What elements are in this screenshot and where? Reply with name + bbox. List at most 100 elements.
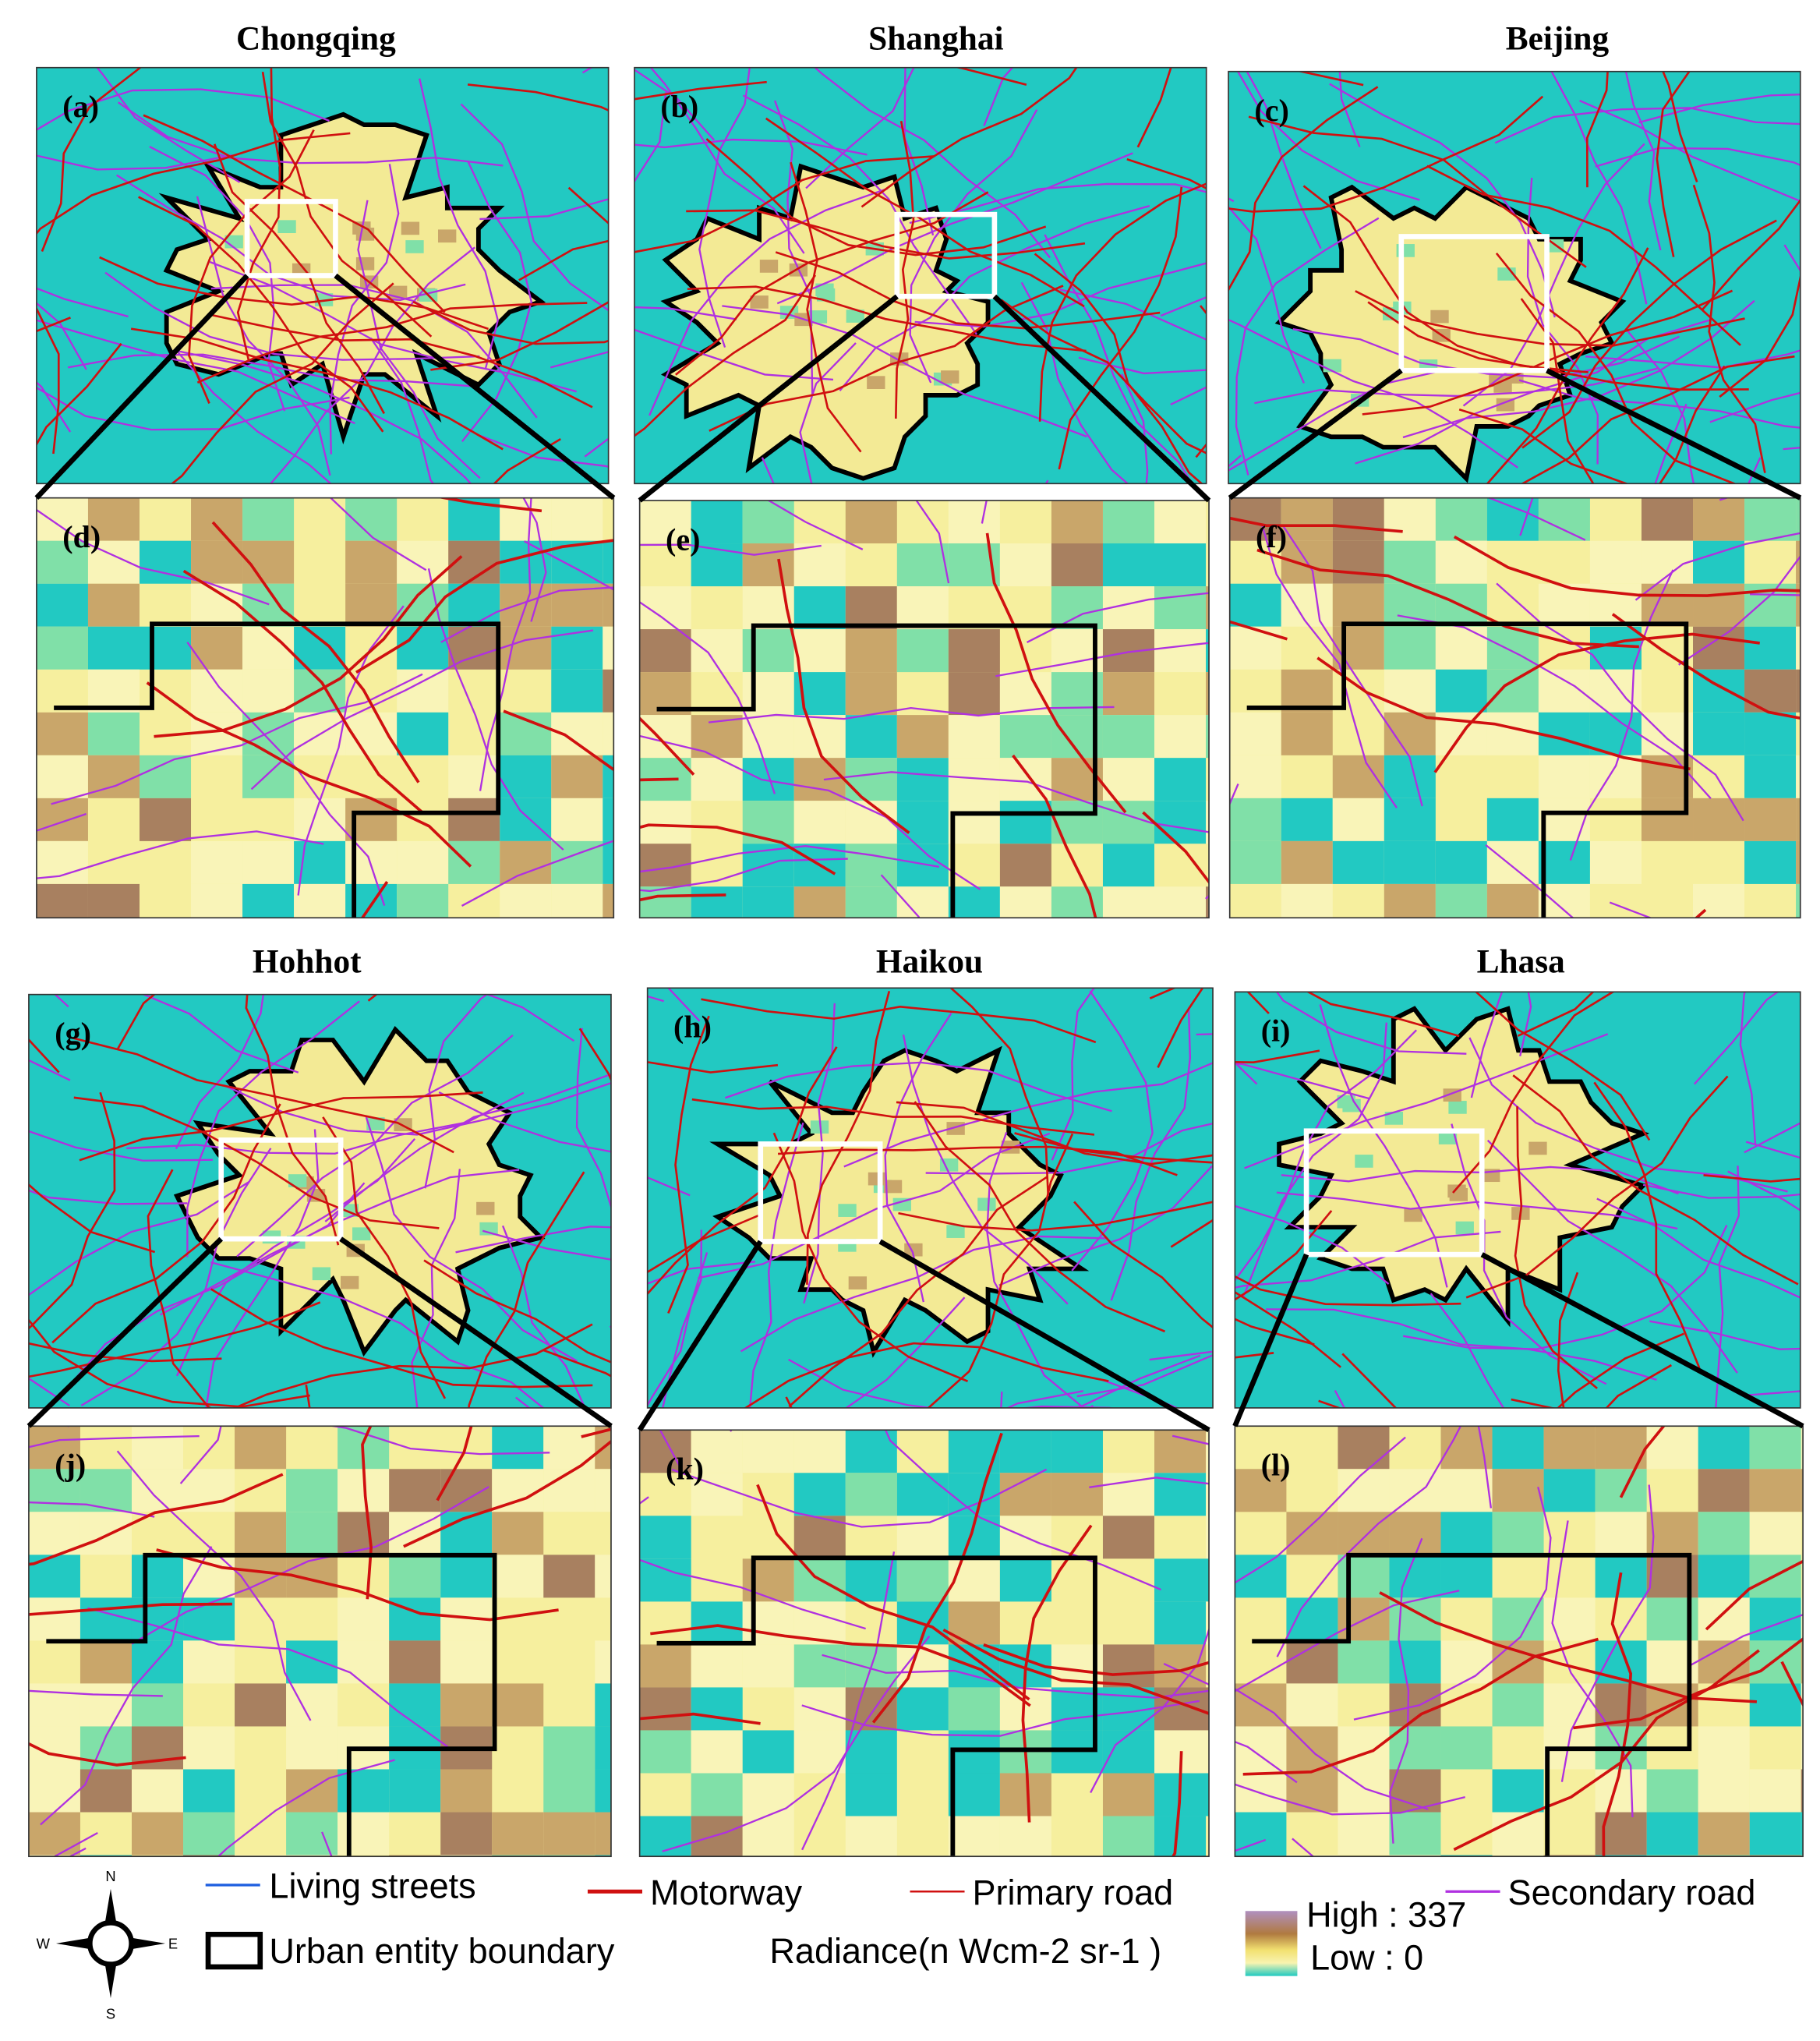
radiance-cell <box>742 801 794 844</box>
road <box>1235 1688 1429 1810</box>
road <box>701 998 1097 1044</box>
panel-border <box>28 1425 612 1858</box>
radiance-cell <box>543 1426 595 1470</box>
road <box>1485 844 1574 918</box>
radiance-cell <box>1543 1683 1596 1727</box>
radiance-cell <box>1796 669 1801 713</box>
radiance-cell <box>191 497 243 541</box>
zoom-box <box>758 1141 883 1244</box>
radiance-cell <box>1102 801 1154 844</box>
road <box>777 558 910 834</box>
radiance-cell <box>28 1512 80 1555</box>
radiance-cell <box>242 540 295 584</box>
zoom-connector <box>992 294 1211 503</box>
radiance-cell <box>896 629 949 673</box>
radiance-cell <box>815 283 834 297</box>
road <box>130 327 504 451</box>
radiance-cell <box>896 801 949 844</box>
radiance-cell <box>939 1158 959 1172</box>
road <box>412 300 609 345</box>
radiance-cell <box>793 801 846 844</box>
radiance-cell <box>691 1816 743 1857</box>
road <box>147 1169 213 1408</box>
radiance-cell <box>1332 798 1384 841</box>
radiance-cell <box>639 1816 691 1857</box>
radiance-cell <box>1801 1640 1804 1684</box>
radiance-cell <box>1281 712 1333 755</box>
radiance-cell <box>1545 239 1564 253</box>
road <box>324 1073 611 1222</box>
radiance-cell <box>405 240 424 253</box>
radiance-cell <box>345 583 398 627</box>
road <box>801 1551 896 1851</box>
radiance-cell <box>183 1855 235 1857</box>
road <box>1248 115 1587 268</box>
radiance-cell <box>337 1640 390 1684</box>
radiance-cell <box>1538 798 1590 841</box>
radiance-cell <box>139 755 192 798</box>
radiance-cell <box>492 1683 544 1727</box>
radiance-cell <box>1332 840 1384 884</box>
panel-label: (c) <box>1254 93 1288 128</box>
radiance-cell <box>595 1555 611 1598</box>
road <box>179 1426 222 1484</box>
road <box>196 196 331 476</box>
road <box>1602 1572 1632 1857</box>
road <box>1596 1197 1801 1299</box>
radiance-cell <box>1440 1555 1493 1598</box>
map-panel: (c) <box>1228 70 1801 485</box>
road <box>1254 367 1659 405</box>
road <box>578 1028 611 1083</box>
road <box>998 1165 1214 1286</box>
radiance-cell <box>1154 500 1207 544</box>
road <box>634 92 667 183</box>
radiance-cell <box>1698 1597 1750 1641</box>
road <box>1495 252 1737 484</box>
radiance-cell <box>1486 712 1539 755</box>
radiance-cell <box>1538 840 1590 884</box>
road <box>1302 185 1589 373</box>
road <box>28 1742 186 1767</box>
radiance-cell <box>1749 1597 1801 1641</box>
road <box>1126 158 1207 190</box>
road <box>675 191 989 376</box>
map-content <box>639 1430 1210 1857</box>
road <box>269 246 475 484</box>
radiance-cell <box>1796 883 1801 918</box>
road <box>1692 184 1766 473</box>
road <box>1433 632 1760 773</box>
radiance-cell <box>131 1555 184 1598</box>
radiance-cell <box>235 1683 287 1727</box>
radiance-cell <box>603 712 614 755</box>
road <box>51 673 423 805</box>
zoom-box <box>1303 1128 1485 1257</box>
city-title: Hohhot <box>253 943 362 980</box>
road <box>1051 988 1095 1161</box>
road <box>99 256 489 331</box>
radiance-cell <box>1744 755 1797 798</box>
radiance-cell <box>294 883 346 918</box>
radiance-cell <box>1384 883 1436 918</box>
road <box>493 437 561 484</box>
radiance-cell <box>1206 672 1210 716</box>
road <box>71 1036 454 1154</box>
radiance-cell <box>397 712 449 755</box>
radiance-cell <box>742 1430 794 1473</box>
radiance-cell <box>691 1430 743 1473</box>
radiance-cell <box>80 1512 132 1555</box>
map-content <box>634 67 1207 484</box>
radiance-cell <box>1338 1426 1390 1470</box>
radiance-cell <box>1693 497 1745 541</box>
road <box>823 771 1210 833</box>
road <box>1110 1007 1192 1301</box>
road <box>217 1759 395 1857</box>
road <box>40 1546 213 1826</box>
legend-label: Living streets <box>269 1866 475 1906</box>
radiance-cell <box>36 626 88 670</box>
urban-boundary <box>656 623 1097 918</box>
radiance-cell <box>999 715 1051 759</box>
road <box>1090 1627 1210 1794</box>
radiance-cell <box>1448 1101 1467 1114</box>
radiance-cell <box>742 758 794 801</box>
road <box>1338 71 1361 147</box>
